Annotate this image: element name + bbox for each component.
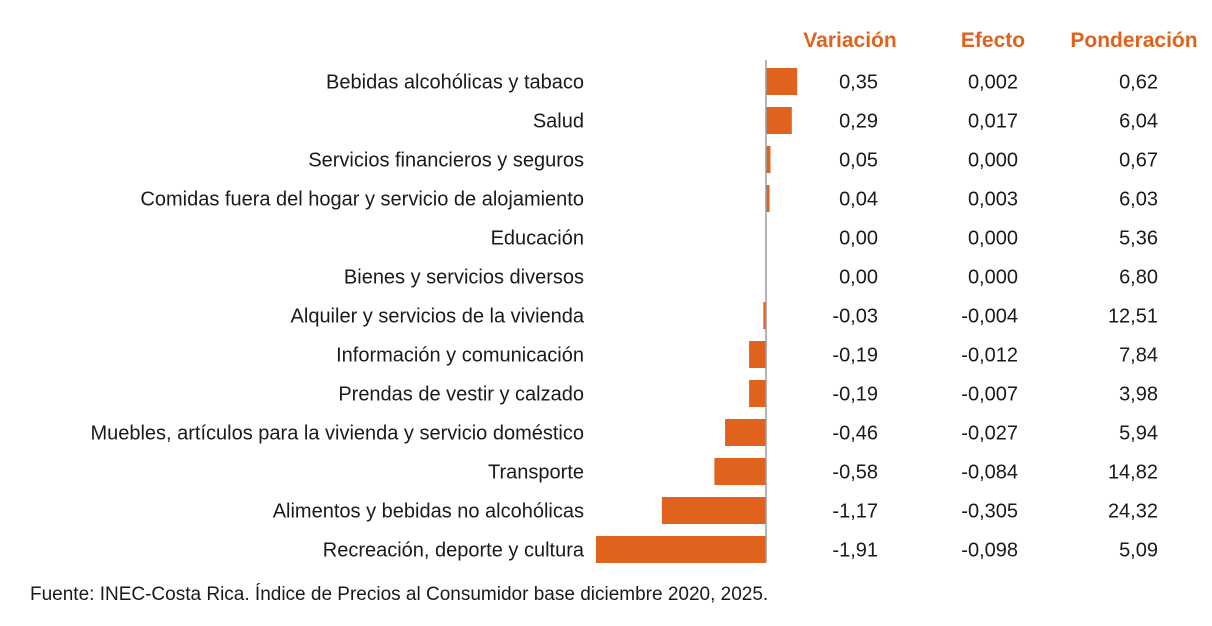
category-label: Bienes y servicios diversos <box>344 267 584 289</box>
bar <box>661 497 766 524</box>
efecto-value: 0,000 <box>968 267 1018 289</box>
bar <box>725 419 766 446</box>
efecto-value: 0,000 <box>968 150 1018 172</box>
variacion-value: -0,19 <box>832 345 878 367</box>
bar <box>766 107 792 134</box>
header-variacion: Variación <box>803 29 896 52</box>
efecto-value: 0,000 <box>968 228 1018 250</box>
efecto-value: -0,004 <box>961 306 1018 328</box>
efecto-value: -0,084 <box>961 462 1018 484</box>
variacion-value: 0,04 <box>839 189 878 211</box>
chart-rows: Bebidas alcohólicas y tabaco 0,35 0,002 0,6… <box>90 68 1158 563</box>
variacion-value: -0,03 <box>832 306 878 328</box>
variacion-value: 0,35 <box>839 72 878 94</box>
category-label: Alimentos y bebidas no alcohólicas <box>273 501 584 523</box>
category-label: Información y comunicación <box>336 345 584 367</box>
variacion-value: 0,05 <box>839 150 878 172</box>
bar <box>749 380 766 407</box>
bar <box>766 68 798 95</box>
efecto-value: 0,017 <box>968 111 1018 133</box>
category-label: Transporte <box>488 462 584 484</box>
ponderacion-value: 5,94 <box>1119 423 1158 445</box>
variacion-value: -0,58 <box>832 462 878 484</box>
variacion-value: -1,91 <box>832 540 878 562</box>
ponderacion-value: 6,04 <box>1119 111 1158 133</box>
bar <box>766 146 771 173</box>
variacion-value: -1,17 <box>832 501 878 523</box>
efecto-value: -0,012 <box>961 345 1018 367</box>
efecto-value: 0,003 <box>968 189 1018 211</box>
variacion-value: 0,00 <box>839 228 878 250</box>
bar <box>766 185 770 212</box>
bar <box>763 302 766 329</box>
category-label: Salud <box>533 111 584 133</box>
ponderacion-value: 6,80 <box>1119 267 1158 289</box>
source-note: Fuente: INEC-Costa Rica. Índice de Preci… <box>30 584 769 605</box>
ponderacion-value: 14,82 <box>1108 462 1158 484</box>
ponderacion-value: 6,03 <box>1119 189 1158 211</box>
category-label: Muebles, artículos para la vivienda y se… <box>90 423 584 445</box>
bar <box>714 458 766 485</box>
bar <box>749 341 766 368</box>
efecto-value: -0,007 <box>961 384 1018 406</box>
category-label: Educación <box>491 228 584 250</box>
variacion-value: -0,46 <box>832 423 878 445</box>
header-ponderacion: Ponderación <box>1070 29 1197 52</box>
bar <box>596 536 766 563</box>
header-efecto: Efecto <box>961 29 1025 52</box>
ponderacion-value: 3,98 <box>1119 384 1158 406</box>
efecto-value: -0,098 <box>961 540 1018 562</box>
ponderacion-value: 5,09 <box>1119 540 1158 562</box>
ponderacion-value: 0,62 <box>1119 72 1158 94</box>
category-label: Bebidas alcohólicas y tabaco <box>326 72 584 94</box>
category-label: Servicios financieros y seguros <box>308 150 584 172</box>
variacion-value: 0,00 <box>839 267 878 289</box>
variacion-value: 0,29 <box>839 111 878 133</box>
efecto-value: 0,002 <box>968 72 1018 94</box>
ponderacion-value: 7,84 <box>1119 345 1158 367</box>
efecto-value: -0,027 <box>961 423 1018 445</box>
category-label: Recreación, deporte y cultura <box>323 540 585 562</box>
ponderacion-value: 5,36 <box>1119 228 1158 250</box>
ponderacion-value: 0,67 <box>1119 150 1158 172</box>
variacion-value: -0,19 <box>832 384 878 406</box>
ponderacion-value: 24,32 <box>1108 501 1158 523</box>
category-label: Prendas de vestir y calzado <box>338 384 584 406</box>
category-label: Alquiler y servicios de la vivienda <box>291 306 585 328</box>
category-label: Comidas fuera del hogar y servicio de al… <box>140 189 584 211</box>
ponderacion-value: 12,51 <box>1108 306 1158 328</box>
efecto-value: -0,305 <box>961 501 1018 523</box>
